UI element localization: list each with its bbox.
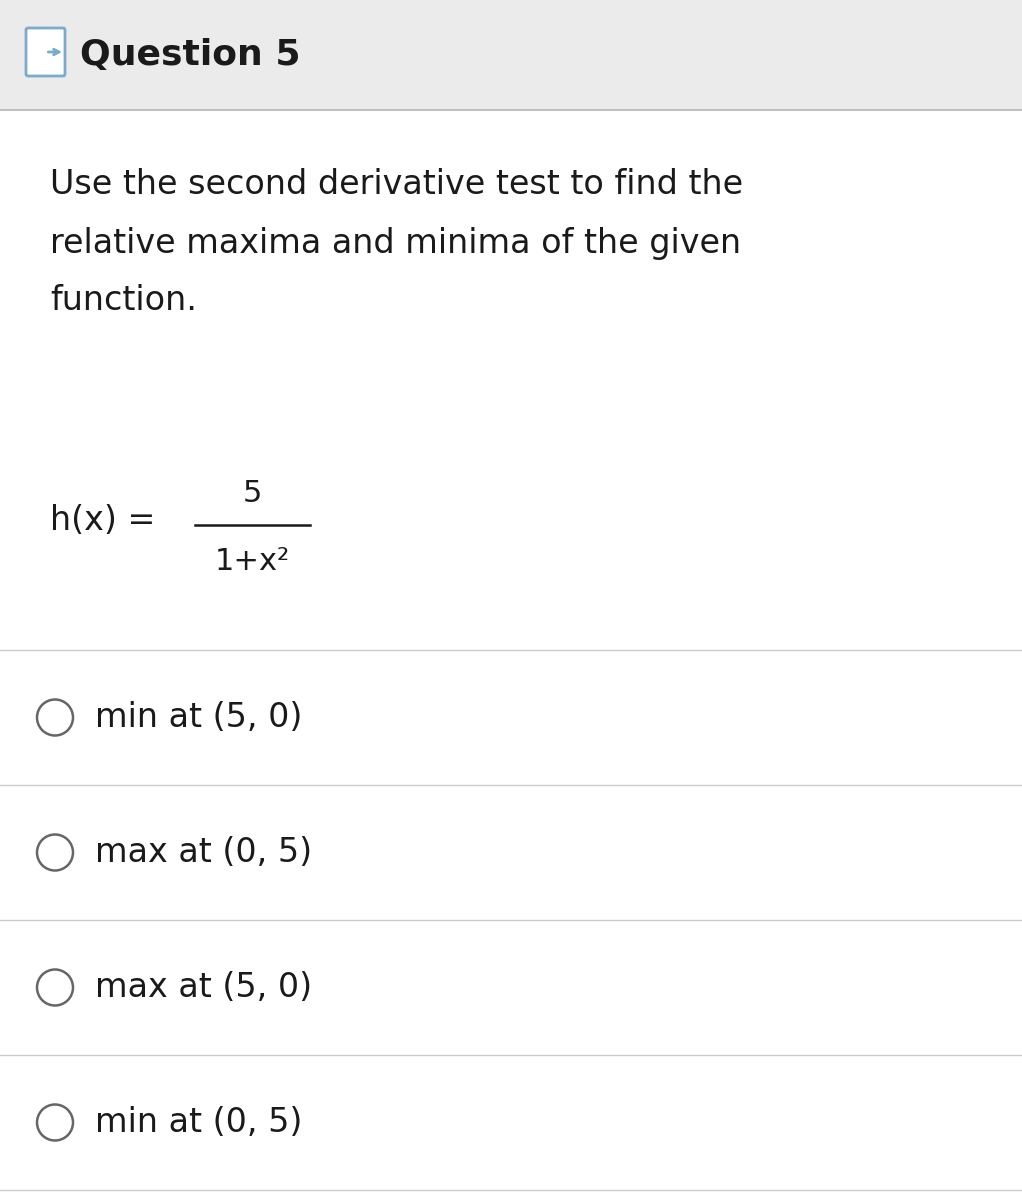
Text: max at (5, 0): max at (5, 0) [95,971,312,1004]
Text: 5: 5 [243,479,263,508]
Bar [0,0,1022,110]
Circle shape [37,700,73,736]
Circle shape [37,970,73,1006]
Text: min at (0, 5): min at (0, 5) [95,1106,303,1139]
FancyBboxPatch shape [26,28,65,76]
Text: 1+x²: 1+x² [215,546,290,576]
Text: Question 5: Question 5 [80,38,300,72]
Circle shape [37,834,73,870]
Text: min at (5, 0): min at (5, 0) [95,701,303,734]
Circle shape [37,1104,73,1140]
Text: max at (0, 5): max at (0, 5) [95,836,312,869]
Text: Use the second derivative test to find the: Use the second derivative test to find t… [50,168,743,202]
Text: relative maxima and minima of the given: relative maxima and minima of the given [50,227,741,259]
Text: h(x) =: h(x) = [50,504,166,536]
Text: function.: function. [50,284,197,318]
